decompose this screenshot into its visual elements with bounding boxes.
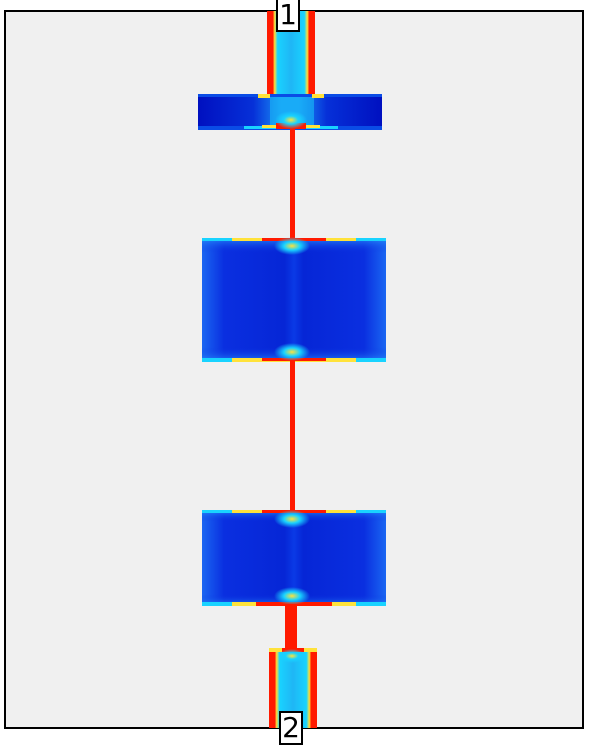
resonator-pad-2 xyxy=(202,510,386,606)
connecting-line-3 xyxy=(285,604,297,650)
resonator-pad-1 xyxy=(202,237,386,362)
port-2-label: 2 xyxy=(279,711,303,745)
port-1-label: 1 xyxy=(276,0,300,32)
connecting-line-1 xyxy=(290,129,295,240)
top-stub-pad xyxy=(198,94,382,130)
connecting-line-2 xyxy=(290,360,295,512)
